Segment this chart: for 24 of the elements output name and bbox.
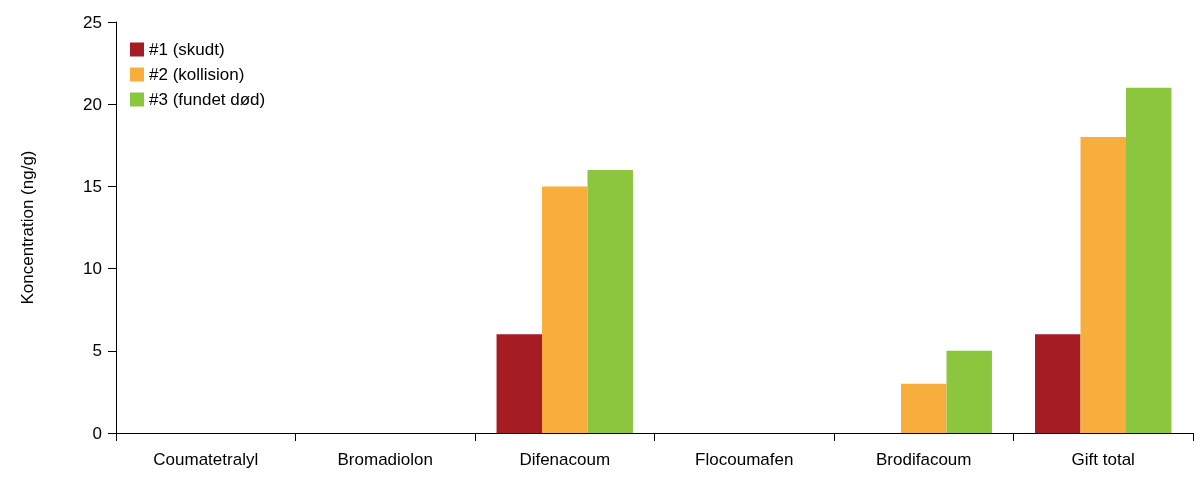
y-tick-label: 10 xyxy=(83,259,102,279)
bar xyxy=(496,334,543,433)
legend-label: #3 (fundet død) xyxy=(149,90,266,109)
bar xyxy=(946,350,992,433)
y-tick-label: 0 xyxy=(92,423,102,443)
x-tick-label: Gift total xyxy=(1071,450,1135,469)
x-tick-label: Difenacoum xyxy=(519,450,611,469)
bar xyxy=(1035,334,1081,433)
x-tick-label: Flocoumafen xyxy=(695,450,794,469)
bar xyxy=(542,186,588,433)
bar xyxy=(1125,87,1172,433)
legend-label: #2 (kollision) xyxy=(149,65,245,84)
y-tick-label: 25 xyxy=(83,12,102,32)
bar xyxy=(901,383,947,433)
x-tick-label: Coumatetralyl xyxy=(153,450,259,469)
x-tick-label: Brodifacoum xyxy=(876,450,972,469)
legend-label: #1 (skudt) xyxy=(149,40,225,59)
bar xyxy=(1080,137,1126,433)
y-tick-label: 20 xyxy=(83,94,102,114)
y-axis-title: Koncentration (ng/g) xyxy=(18,150,37,305)
x-tick-label: Bromadiolon xyxy=(337,450,433,469)
y-tick-label: 5 xyxy=(92,341,102,361)
y-tick-label: 15 xyxy=(83,176,102,196)
bar xyxy=(587,169,633,433)
